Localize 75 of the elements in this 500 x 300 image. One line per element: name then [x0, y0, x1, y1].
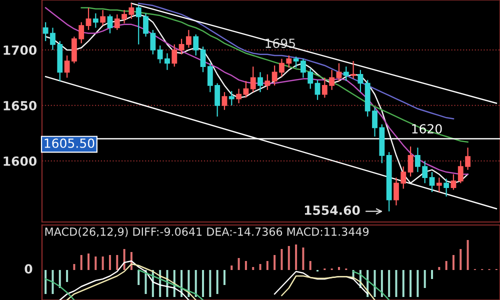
- bar: [108, 255, 111, 270]
- bar: [380, 270, 383, 297]
- candlestick: [107, 14, 113, 34]
- candlestick: [408, 146, 414, 178]
- candlestick: [358, 69, 364, 93]
- candlestick: [429, 171, 435, 193]
- candlestick: [193, 34, 199, 56]
- bar: [138, 270, 140, 285]
- bar: [416, 270, 419, 297]
- candlestick: [172, 44, 178, 68]
- bar: [452, 255, 454, 270]
- bar: [259, 264, 262, 270]
- text: 0: [24, 264, 32, 274]
- bar: [274, 255, 276, 270]
- bar: [438, 267, 440, 270]
- bar: [66, 270, 68, 282]
- y-tick-label: 1600: [4, 156, 37, 166]
- bar: [374, 270, 376, 297]
- bar: [302, 248, 304, 270]
- candlestick: [444, 178, 450, 198]
- bar: [309, 261, 312, 270]
- bar: [209, 270, 212, 297]
- y-tick-label: 1700: [4, 45, 37, 55]
- bar: [44, 270, 47, 294]
- bar: [295, 244, 298, 270]
- candlestick: [350, 60, 356, 80]
- candlestick: [228, 90, 234, 106]
- chart-title: MACD(26,12,9) DIFF:-9.0641 DEA:-14.7366 MACD:11.3449: [45, 227, 369, 238]
- y-tick-label: 1650: [4, 100, 37, 110]
- bar: [123, 249, 126, 270]
- candlestick: [258, 72, 263, 93]
- bar: [94, 256, 97, 270]
- bar: [244, 261, 247, 270]
- candlestick: [343, 66, 349, 82]
- bar: [73, 264, 76, 270]
- bar: [395, 270, 398, 297]
- candlestick: [450, 174, 456, 190]
- bar: [216, 270, 218, 294]
- annotation: 1605.50: [44, 138, 94, 148]
- annotation: 1554.60: [304, 206, 360, 215]
- bar: [280, 249, 283, 270]
- candlestick: [222, 92, 228, 110]
- bar: [238, 258, 240, 270]
- bar: [194, 270, 197, 297]
- bar: [102, 256, 104, 270]
- bar: [445, 261, 448, 270]
- bar: [288, 246, 290, 270]
- line-series: [138, 2, 454, 120]
- bar: [402, 270, 404, 297]
- bar: [230, 266, 233, 270]
- candlestick: [86, 7, 92, 31]
- bar: [431, 270, 434, 279]
- candlestick: [92, 12, 98, 28]
- candlestick: [436, 177, 442, 193]
- candlestick: [336, 62, 342, 82]
- candlestick: [314, 79, 320, 100]
- bar: [88, 254, 90, 270]
- bar: [202, 270, 204, 297]
- bar: [410, 270, 412, 297]
- bar: [460, 249, 462, 270]
- bar: [266, 261, 268, 270]
- bar: [338, 267, 340, 270]
- bar: [466, 240, 469, 270]
- bar: [58, 270, 61, 288]
- candlestick: [264, 74, 270, 90]
- bar: [80, 255, 82, 270]
- bar: [116, 255, 118, 270]
- bar: [388, 270, 390, 297]
- bar: [424, 270, 426, 288]
- candlestick: [200, 46, 206, 73]
- bar: [223, 270, 226, 285]
- bar: [52, 270, 54, 294]
- candlestick: [250, 66, 256, 93]
- bar: [252, 267, 254, 270]
- candlestick: [100, 9, 106, 26]
